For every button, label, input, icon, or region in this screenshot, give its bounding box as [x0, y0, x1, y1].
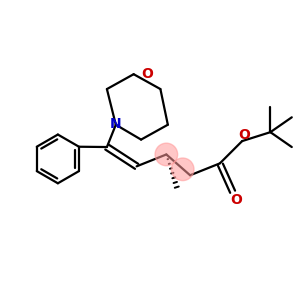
Circle shape — [171, 158, 194, 181]
Text: O: O — [230, 193, 242, 207]
Circle shape — [155, 143, 178, 166]
Text: O: O — [238, 128, 250, 142]
Text: N: N — [110, 117, 122, 131]
Text: O: O — [142, 67, 154, 81]
